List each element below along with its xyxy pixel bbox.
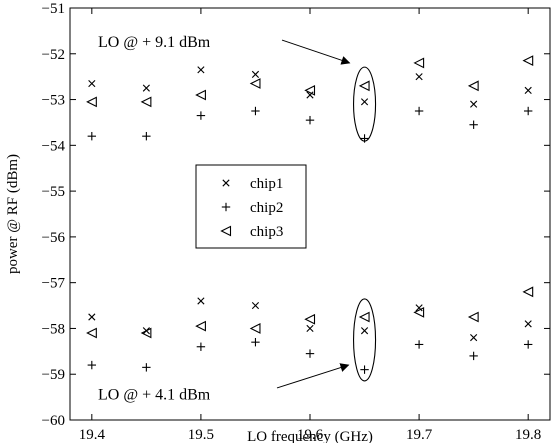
legend-marker-chip2 <box>221 202 231 212</box>
point-chip1-high <box>470 100 478 108</box>
axis-ticks: 19.4 19.5 19.6 19.7 19.8 −60 −59 −58 −57 −56 −55 −5… <box>42 1 550 443</box>
point-chip1-high <box>88 79 96 88</box>
point-chip1-high <box>360 98 369 106</box>
point-chip1-high <box>524 86 532 94</box>
legend-box <box>195 164 307 249</box>
point-chip1-low <box>251 301 260 310</box>
ellipse-upper-group <box>352 66 377 142</box>
point-chip1-high <box>251 70 260 78</box>
point-chip3-high <box>358 80 370 92</box>
point-chip1-high <box>142 84 150 92</box>
point-chip3-low <box>467 311 479 323</box>
annotations: LO @ + 9.1 dBm LO @ + 4.1 dBm <box>98 34 377 403</box>
data-marks <box>86 55 534 374</box>
x-tick-label: 19.4 <box>79 427 106 443</box>
point-chip2-high <box>251 106 260 116</box>
point-chip3-high <box>522 55 534 67</box>
point-chip3-low <box>195 320 206 332</box>
legend-label-chip3: chip3 <box>250 224 283 240</box>
x-axis-label: LO frequency (GHz) <box>247 429 373 443</box>
point-chip2-high <box>469 120 478 129</box>
point-chip2-low <box>251 337 260 347</box>
point-chip2-low <box>523 340 533 349</box>
point-chip2-low <box>469 351 478 361</box>
y-tick-label: −58 <box>42 321 65 337</box>
x-tick-label: 19.7 <box>406 427 433 443</box>
ellipse-lower-group <box>352 298 377 382</box>
point-chip1-low <box>306 324 314 333</box>
y-tick-label: −54 <box>42 138 66 154</box>
y-tick-label: −53 <box>42 93 65 109</box>
point-chip2-high <box>196 111 206 120</box>
annotation-lower-label: LO @ + 4.1 dBm <box>98 386 211 403</box>
x-tick-label: 19.6 <box>297 427 324 443</box>
point-chip1-high <box>197 66 205 74</box>
legend-label-chip2: chip2 <box>250 200 283 216</box>
point-chip2-low <box>414 340 424 349</box>
legend-marker-chip1 <box>222 179 230 187</box>
point-chip1-high <box>415 73 423 81</box>
x-tick-label: 19.5 <box>188 427 214 443</box>
point-chip1-low <box>197 297 205 305</box>
point-chip2-low <box>196 342 206 351</box>
point-chip3-high <box>195 89 206 101</box>
point-chip1-low <box>470 334 478 342</box>
point-chip3-low <box>140 327 152 339</box>
point-chip2-high <box>305 115 315 125</box>
plot-area <box>69 7 551 421</box>
y-tick-label: −56 <box>42 230 66 246</box>
annotation-lower-arrow <box>276 363 350 389</box>
legend: chip1 chip2 chip3 <box>195 164 307 249</box>
y-axis-label: power @ RF (dBm) <box>5 154 21 274</box>
point-chip2-low <box>87 360 97 370</box>
legend-label-chip1: chip1 <box>250 176 283 192</box>
point-chip3-low <box>358 311 370 323</box>
annotation-upper-label: LO @ + 9.1 dBm <box>98 34 211 51</box>
x-tick-label: 19.8 <box>515 427 541 443</box>
point-chip1-low <box>88 313 96 321</box>
point-chip2-high <box>87 131 97 141</box>
point-chip2-low <box>305 349 315 358</box>
point-chip3-high <box>467 80 479 92</box>
point-chip3-low <box>249 323 261 334</box>
y-tick-label: −55 <box>42 184 65 200</box>
y-tick-label: −60 <box>42 413 65 429</box>
point-chip1-low <box>524 320 532 328</box>
point-chip3-high <box>140 96 152 108</box>
point-chip3-low <box>522 286 534 298</box>
annotation-upper-arrow <box>281 39 351 65</box>
point-chip3-high <box>86 96 97 108</box>
y-tick-label: −51 <box>42 1 65 17</box>
point-chip1-low <box>415 304 423 312</box>
point-chip2-high <box>523 106 533 116</box>
point-chip3-low <box>304 313 316 325</box>
point-chip3-high <box>304 85 316 96</box>
point-chip2-low <box>142 363 151 372</box>
legend-marker-chip3 <box>220 225 232 237</box>
y-tick-label: −57 <box>42 276 66 292</box>
point-chip3-high <box>249 78 261 89</box>
y-tick-label: −59 <box>42 367 65 383</box>
point-chip3-low <box>413 307 425 318</box>
y-tick-label: −52 <box>42 47 65 63</box>
point-chip2-high <box>414 106 424 116</box>
point-chip2-high <box>142 131 151 141</box>
point-chip1-high <box>306 91 314 99</box>
point-chip2-low <box>360 365 369 374</box>
point-chip3-high <box>413 57 425 69</box>
point-chip3-low <box>86 327 97 339</box>
point-chip1-low <box>360 327 369 335</box>
